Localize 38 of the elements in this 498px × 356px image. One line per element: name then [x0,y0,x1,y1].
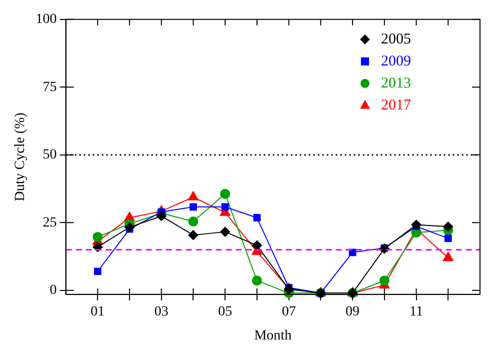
point [348,248,356,256]
point [92,232,103,242]
x-tick-label: 03 [154,304,168,320]
y-axis-title: Duty Cycle (%) [13,112,28,202]
point [252,276,262,286]
point [444,234,452,242]
point [379,276,390,286]
point [411,220,422,230]
legend-label: 2017 [381,97,412,114]
y-tick-label: 25 [42,215,57,230]
x-axis-title: Month [254,328,292,344]
legend-label: 2009 [381,53,411,70]
point [156,211,166,222]
y-tick-label: 50 [42,148,57,163]
point [284,284,294,294]
legend-label: 2005 [381,31,411,48]
point [188,216,198,227]
x-tick-label: 09 [346,304,360,320]
x-tick-label: 01 [90,304,105,320]
point [253,214,261,222]
y-tick-label: 0 [50,283,57,298]
point [220,226,230,237]
point [220,188,230,199]
point [188,191,199,200]
point [94,268,102,276]
point [124,222,135,232]
y-tick-label: 75 [42,80,57,95]
point [443,222,454,232]
legend-label: 2013 [381,75,411,92]
y-tick-label: 100 [36,12,57,28]
x-tick-label: 07 [282,304,296,320]
x-tick-label: 05 [218,304,232,320]
point [442,252,454,262]
point [190,203,197,211]
x-tick-label: 11 [410,304,424,320]
point [188,230,198,240]
point [221,203,229,211]
point [252,240,262,250]
